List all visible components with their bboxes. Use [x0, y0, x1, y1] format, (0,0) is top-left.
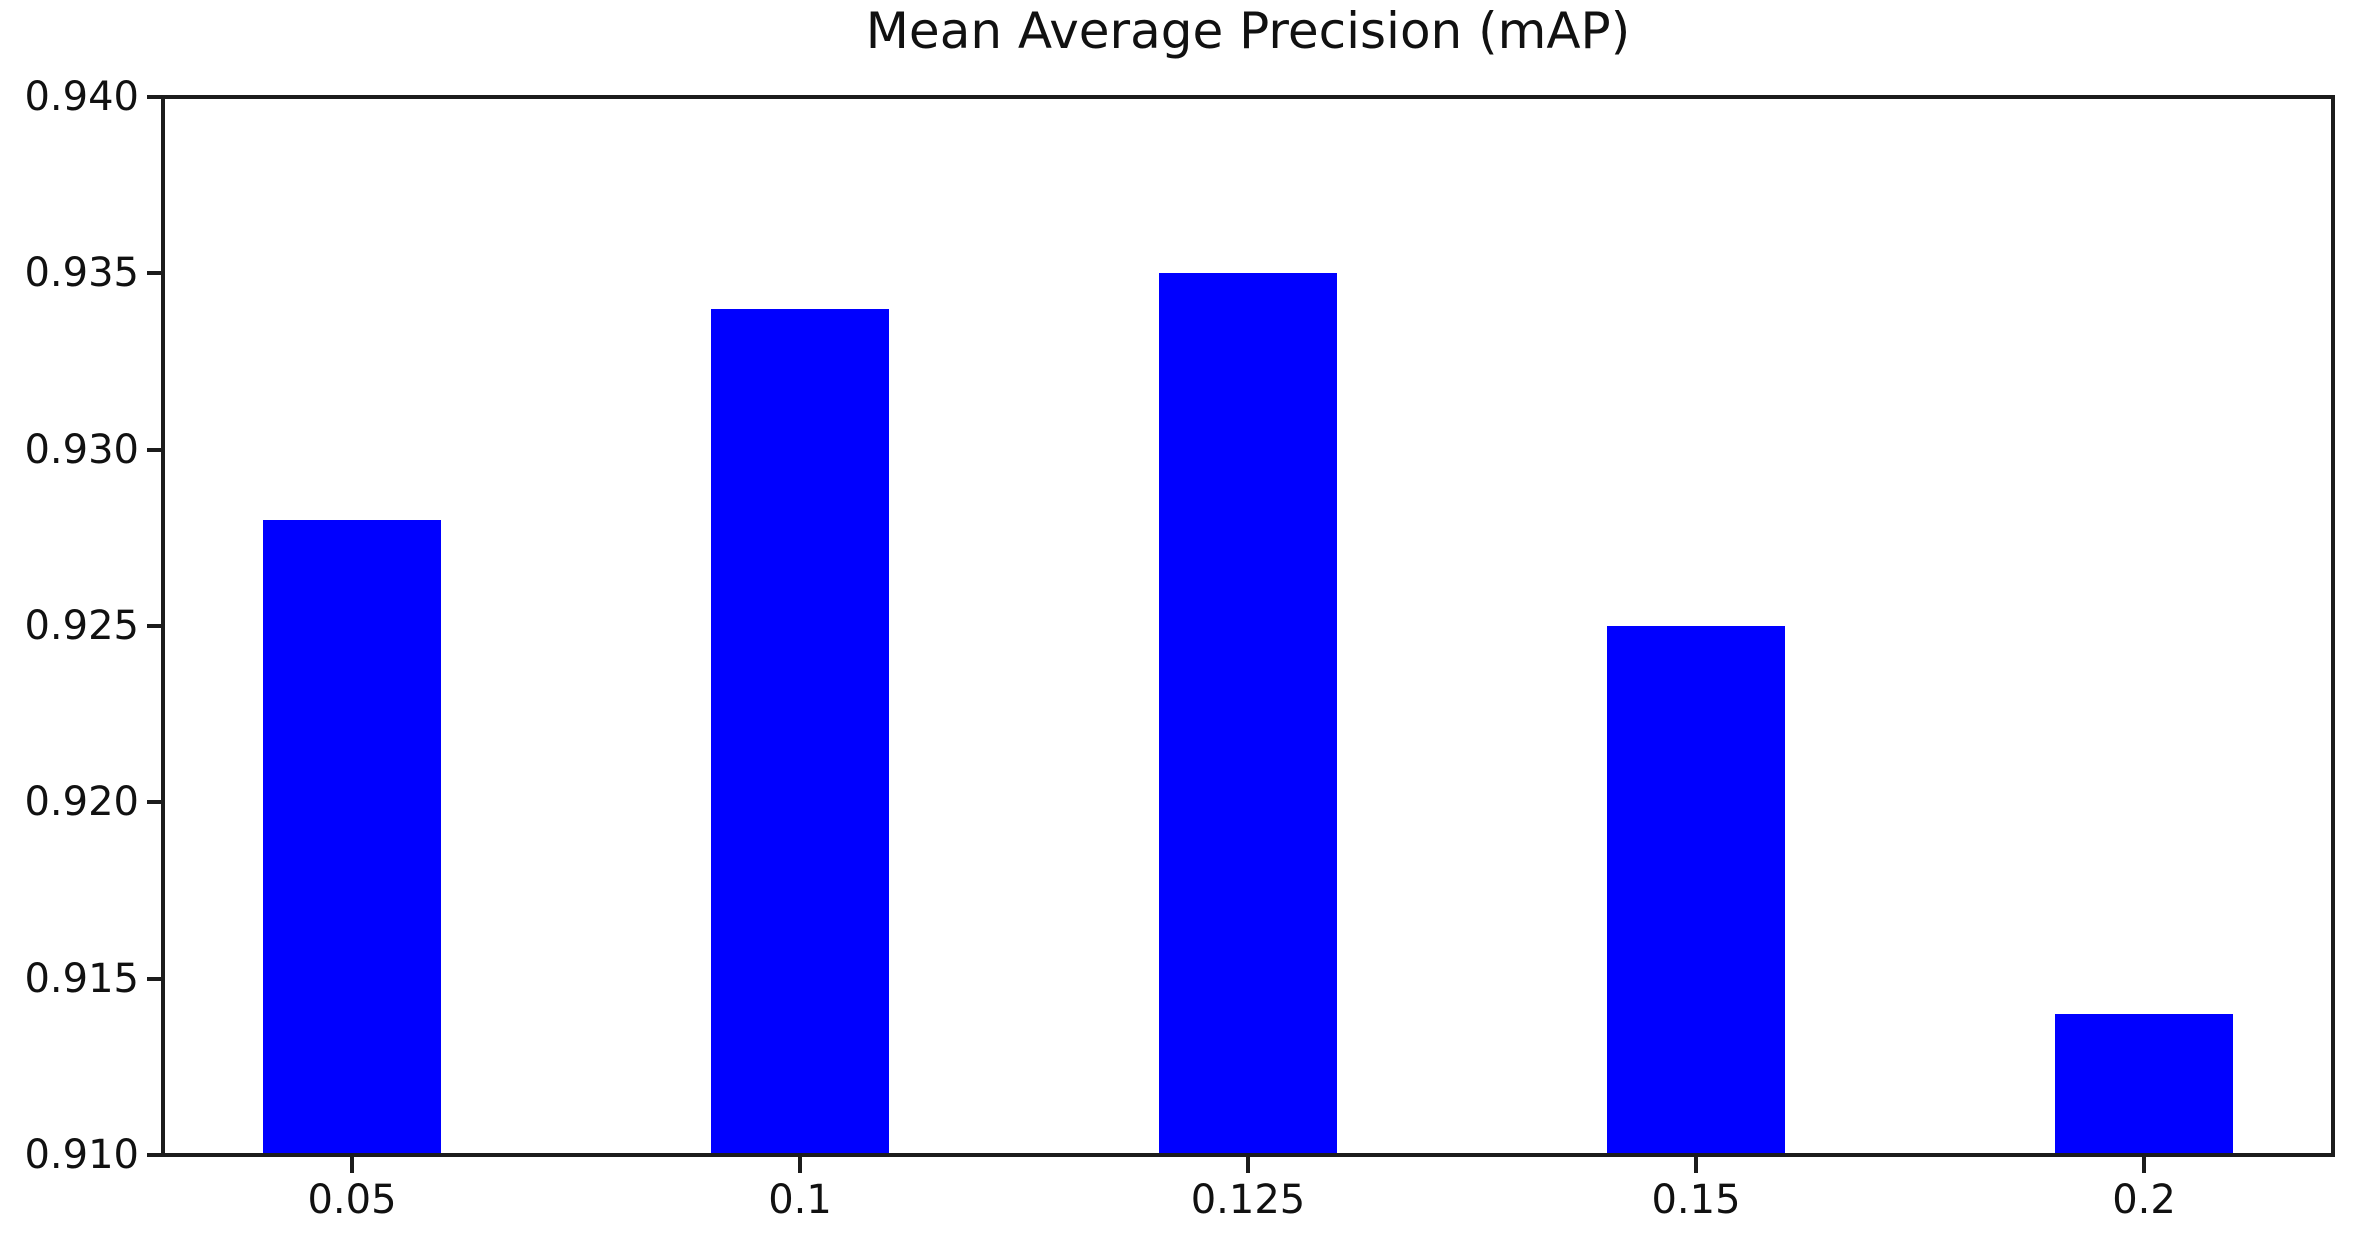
- bar: [1607, 626, 1785, 1153]
- y-tick-mark: [147, 1153, 163, 1157]
- y-tick-label: 0.940: [24, 74, 139, 120]
- y-tick-label: 0.920: [24, 779, 139, 826]
- x-tick-mark: [2142, 1157, 2146, 1173]
- x-tick-label: 0.05: [307, 1177, 397, 1223]
- bar: [2055, 1013, 2233, 1153]
- y-tick-mark: [147, 624, 163, 628]
- y-tick-mark: [147, 976, 163, 981]
- bar: [263, 520, 441, 1153]
- x-tick-label: 0.1: [768, 1177, 832, 1223]
- plot-area: [161, 95, 2335, 1157]
- x-tick-mark: [1246, 1157, 1250, 1173]
- y-tick-label: 0.925: [24, 603, 139, 649]
- bar: [1159, 273, 1337, 1153]
- x-tick-label: 0.2: [2112, 1177, 2176, 1223]
- chart-title: Mean Average Precision (mAP): [865, 2, 1631, 60]
- x-tick-mark: [798, 1157, 802, 1173]
- y-tick-label: 0.935: [24, 250, 139, 297]
- y-tick-label: 0.930: [24, 426, 139, 473]
- y-tick-label: 0.915: [24, 955, 139, 1002]
- y-tick-mark: [147, 95, 163, 99]
- y-tick-mark: [147, 271, 163, 276]
- y-tick-label: 0.910: [24, 1132, 139, 1178]
- y-tick-mark: [147, 447, 163, 452]
- x-tick-label: 0.125: [1190, 1177, 1306, 1223]
- y-tick-mark: [147, 800, 163, 805]
- x-tick-mark: [1694, 1157, 1698, 1173]
- bar: [711, 308, 889, 1153]
- x-tick-mark: [350, 1157, 354, 1173]
- x-tick-label: 0.15: [1651, 1177, 1741, 1223]
